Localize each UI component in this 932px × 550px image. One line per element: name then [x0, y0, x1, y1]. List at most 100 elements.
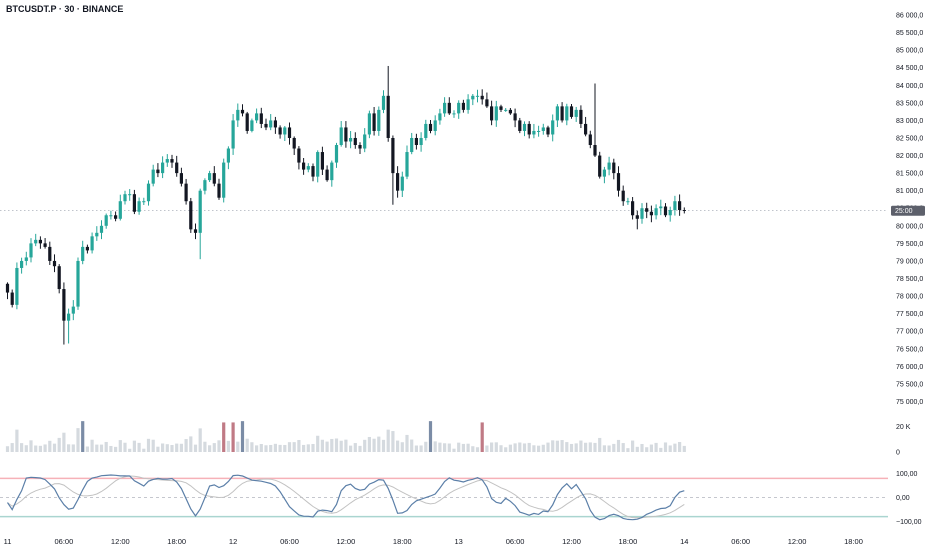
- candle-body: [170, 159, 174, 163]
- volume-bar: [551, 440, 555, 452]
- stoch-k-line: [7, 474, 685, 521]
- volume-bar: [161, 443, 165, 452]
- time-tick-label: 14: [680, 537, 688, 546]
- volume-bar: [612, 443, 616, 452]
- volume-bar: [212, 443, 216, 452]
- candle-body: [574, 109, 578, 117]
- candle-body: [560, 106, 564, 121]
- candle-body: [443, 102, 447, 114]
- volume-bar: [574, 443, 578, 452]
- volume-bar: [532, 445, 536, 452]
- volume-bar: [499, 445, 503, 452]
- volume-bar: [320, 439, 324, 452]
- volume-bar: [269, 444, 273, 452]
- candle-body: [146, 183, 151, 202]
- candle-body: [518, 120, 522, 131]
- volume-bar: [193, 444, 198, 452]
- volume-bar: [537, 445, 541, 452]
- volume-bar: [255, 445, 259, 452]
- candle-body: [569, 106, 574, 117]
- time-tick-label: 18:00: [619, 537, 638, 546]
- volume-bar: [367, 436, 371, 452]
- candle-body: [306, 166, 310, 170]
- volume-bar: [250, 442, 254, 452]
- candle-body: [198, 190, 202, 233]
- candle-body: [67, 313, 71, 321]
- volume-bar: [123, 442, 127, 452]
- time-tick-label: 12:00: [111, 537, 130, 546]
- candle-body: [405, 152, 409, 177]
- volume-bar: [508, 444, 512, 452]
- candle-body: [504, 109, 508, 111]
- volume-bar: [292, 442, 296, 452]
- volume-bar: [43, 444, 47, 452]
- volume-bar: [278, 444, 282, 452]
- volume-bar: [156, 446, 160, 452]
- candle-body: [297, 148, 301, 163]
- volume-bar: [217, 440, 221, 452]
- volume-bar: [170, 444, 174, 452]
- candle-body: [226, 148, 230, 163]
- candle-body: [255, 113, 259, 121]
- candle-body: [184, 183, 188, 202]
- volume-bar: [175, 443, 179, 452]
- candle-body: [607, 162, 611, 170]
- volume-bar: [522, 443, 527, 452]
- candle-body: [381, 95, 386, 110]
- candle-body: [99, 225, 104, 233]
- price-tick-label: 82 000,0: [896, 153, 923, 160]
- volume-bar: [363, 439, 367, 452]
- volume-bar: [311, 443, 315, 452]
- candle-body: [231, 120, 235, 149]
- candle-body: [10, 292, 14, 305]
- candle-body: [259, 113, 263, 124]
- volume-bar: [287, 442, 292, 452]
- price-tick-label: 84 000,0: [896, 83, 923, 90]
- candle-body: [588, 134, 592, 146]
- candle-body: [48, 246, 52, 261]
- volume-bar: [668, 445, 672, 452]
- volume-bar: [527, 442, 531, 452]
- time-axis[interactable]: 11 06:00 12:00 18:00 12 06:00 12:00 18:00 13 06:0…: [4, 537, 863, 546]
- volume-bar: [165, 444, 169, 452]
- candle-body: [52, 260, 57, 267]
- candle-body: [203, 180, 207, 191]
- volume-bar: [518, 442, 522, 452]
- volume-bar: [283, 444, 287, 452]
- time-tick-label: 18:00: [167, 537, 186, 546]
- time-tick-label: 12:00: [337, 537, 356, 546]
- volume-bar: [593, 442, 597, 452]
- volume-bar: [616, 439, 621, 452]
- volume-bar: [424, 441, 428, 452]
- volume-tick-label: 0: [896, 450, 900, 457]
- volume-bar: [67, 444, 71, 452]
- volume-bar: [297, 440, 301, 452]
- price-tick-label: 86 000,0: [896, 13, 923, 20]
- candle-body: [447, 102, 451, 114]
- volume-bar: [95, 444, 99, 452]
- volume-bar: [325, 441, 329, 452]
- candle-body: [640, 208, 644, 219]
- price-axis[interactable]: 86 000,0 85 500,0 85 000,0 84 500,0 84 000,0…: [891, 13, 925, 526]
- candle-body: [344, 127, 348, 142]
- candle-body: [522, 123, 527, 131]
- candle-body: [400, 176, 404, 191]
- volume-bar: [264, 445, 268, 452]
- volume-bar: [438, 442, 442, 452]
- volume-bar: [226, 440, 230, 452]
- volume-bar: [410, 439, 414, 452]
- stoch-d-line: [7, 475, 685, 519]
- candle-body: [95, 232, 99, 237]
- candle-body: [208, 173, 212, 181]
- volume-bar: [396, 440, 400, 452]
- volume-bar: [569, 443, 574, 452]
- time-tick-label: 18:00: [393, 537, 412, 546]
- volume-bar: [513, 443, 517, 452]
- candle-body: [391, 137, 395, 174]
- price-tick-label: 76 000,0: [896, 364, 923, 371]
- candle-body: [499, 106, 503, 110]
- volume-bar: [99, 444, 104, 452]
- volume-bar: [452, 448, 456, 452]
- candle-body: [114, 215, 118, 219]
